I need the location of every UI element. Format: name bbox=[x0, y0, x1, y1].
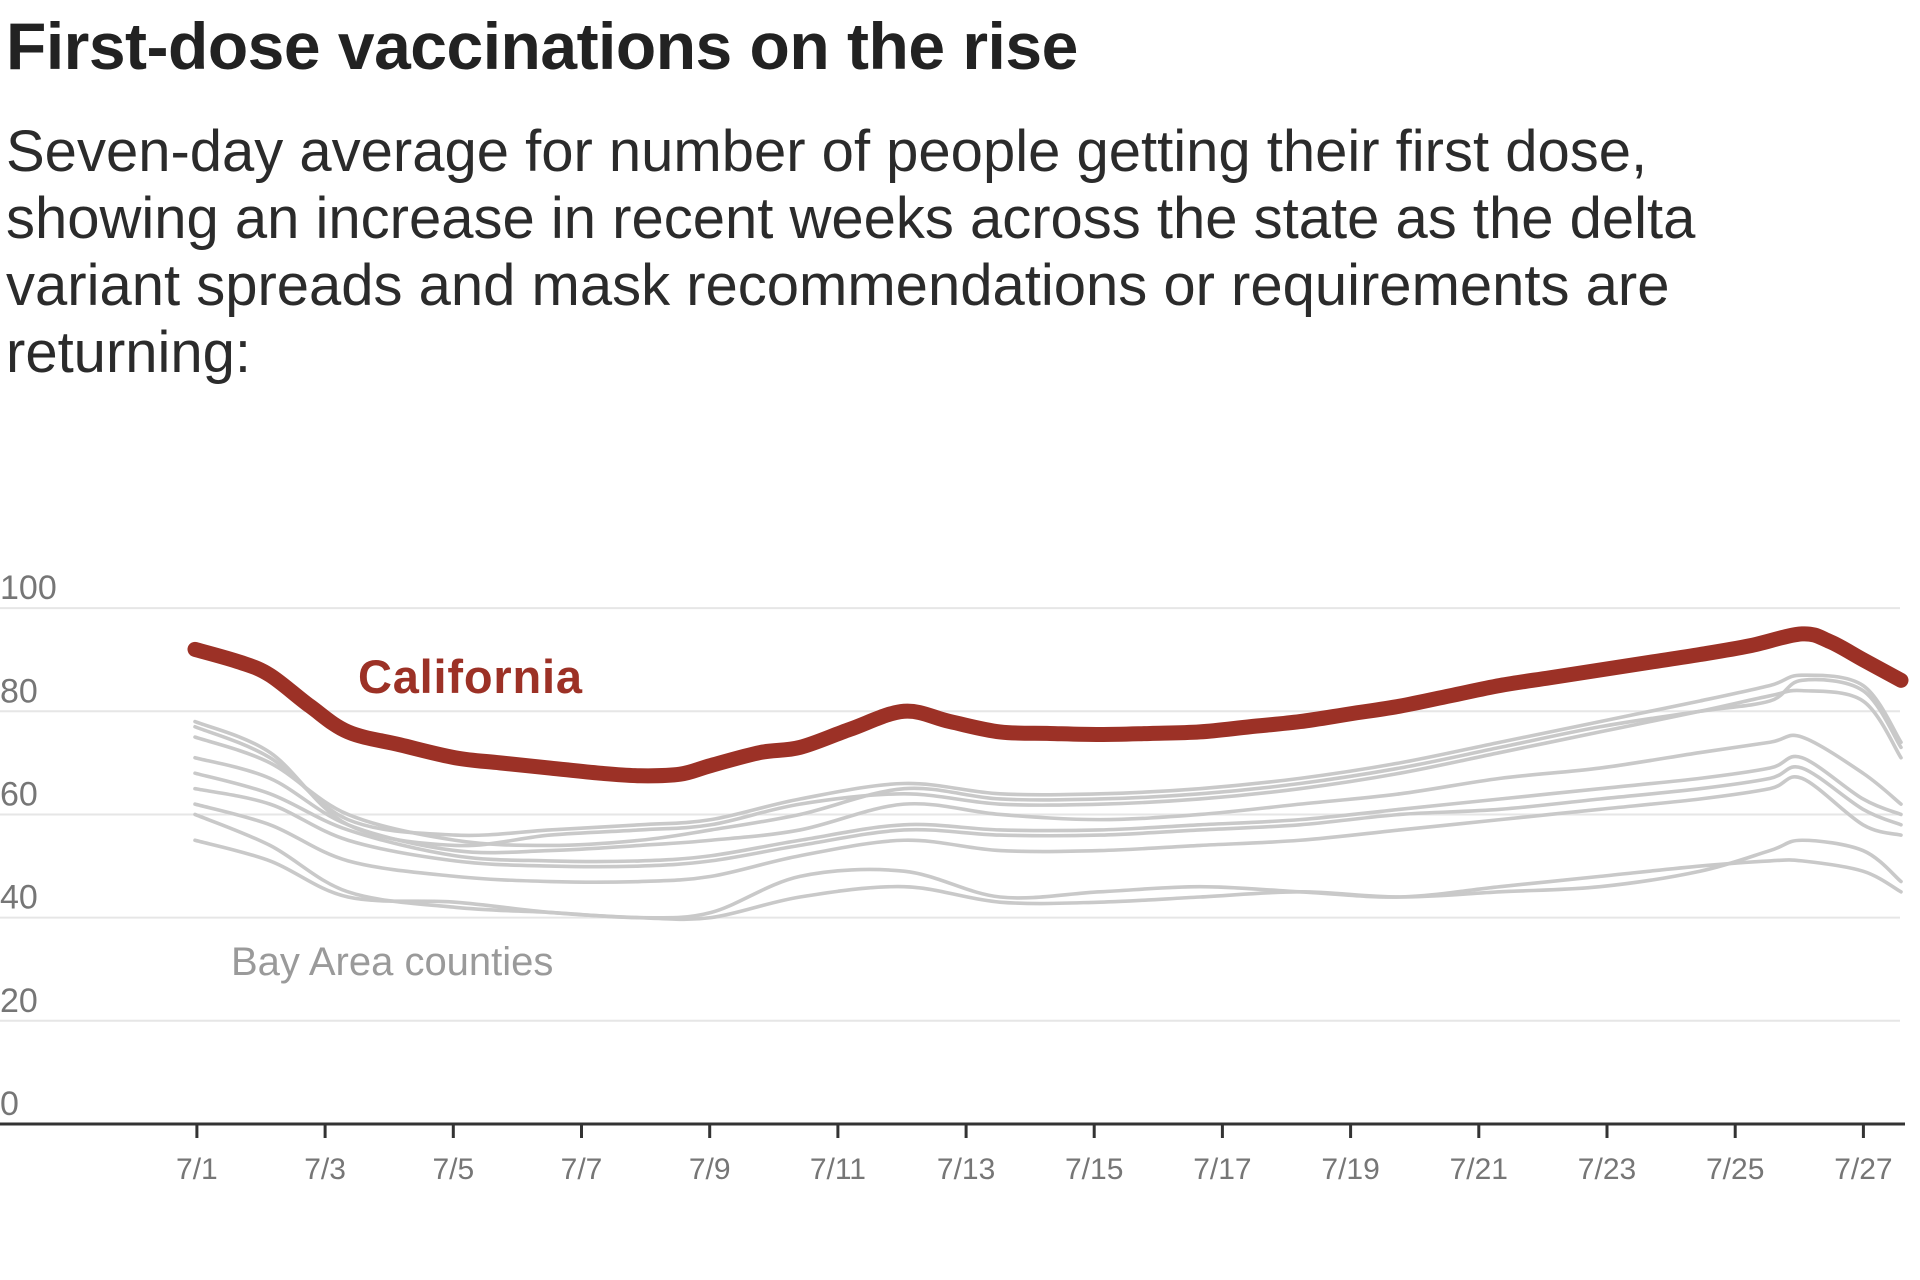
svg-text:7/7: 7/7 bbox=[561, 1153, 603, 1186]
svg-text:40: 40 bbox=[0, 879, 38, 917]
svg-text:0: 0 bbox=[0, 1085, 19, 1123]
svg-text:7/27: 7/27 bbox=[1834, 1153, 1892, 1186]
svg-text:7/19: 7/19 bbox=[1321, 1153, 1379, 1186]
svg-text:7/9: 7/9 bbox=[689, 1153, 731, 1186]
svg-text:60: 60 bbox=[0, 776, 38, 814]
svg-text:7/1: 7/1 bbox=[176, 1153, 218, 1186]
svg-text:20: 20 bbox=[0, 982, 38, 1020]
svg-text:7/5: 7/5 bbox=[432, 1153, 474, 1186]
svg-text:7/11: 7/11 bbox=[810, 1153, 866, 1186]
svg-text:7/17: 7/17 bbox=[1193, 1153, 1251, 1186]
svg-text:80: 80 bbox=[0, 672, 38, 710]
svg-text:7/13: 7/13 bbox=[937, 1153, 995, 1186]
svg-text:100: 100 bbox=[0, 569, 57, 607]
svg-text:7/15: 7/15 bbox=[1065, 1153, 1123, 1186]
svg-text:7/21: 7/21 bbox=[1450, 1153, 1508, 1186]
svg-text:7/3: 7/3 bbox=[304, 1153, 346, 1186]
svg-text:7/25: 7/25 bbox=[1706, 1153, 1764, 1186]
svg-text:7/23: 7/23 bbox=[1578, 1153, 1636, 1186]
